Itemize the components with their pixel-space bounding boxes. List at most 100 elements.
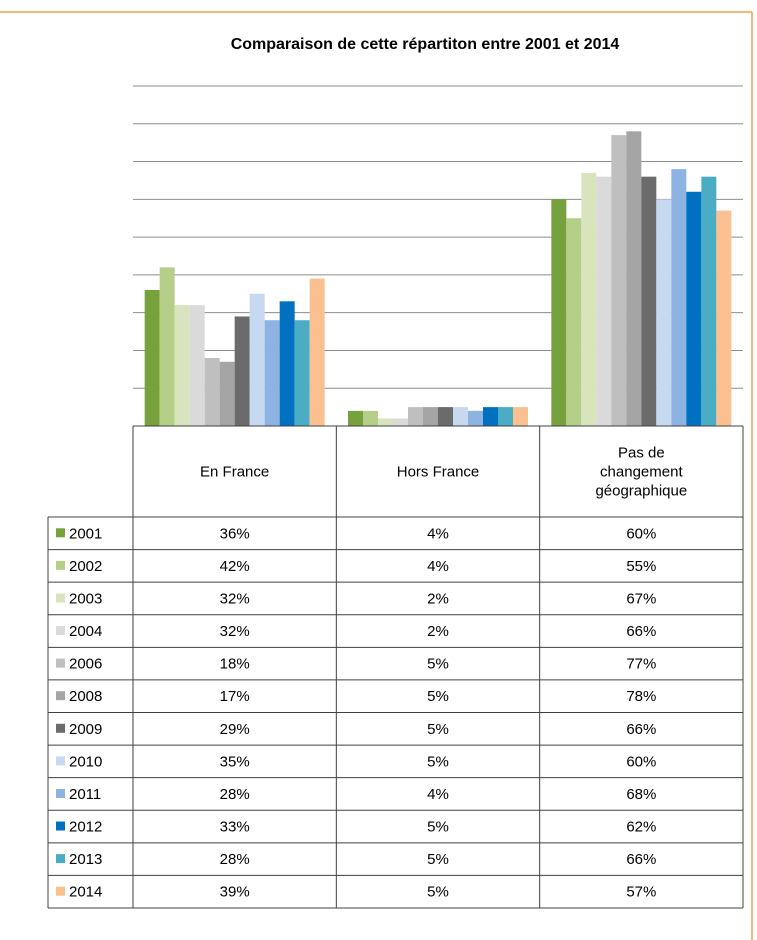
bar xyxy=(234,316,250,426)
bar xyxy=(551,199,567,426)
bar xyxy=(249,293,265,426)
value-label: 66% xyxy=(626,623,656,640)
value-label: 4% xyxy=(427,558,449,575)
bar xyxy=(611,135,627,426)
legend-swatch xyxy=(56,886,65,896)
value-label: 5% xyxy=(427,656,449,673)
value-label: 32% xyxy=(220,623,250,640)
value-label: 39% xyxy=(220,884,250,901)
legend-swatch xyxy=(56,626,65,636)
bar xyxy=(189,305,205,426)
legend-label: 2009 xyxy=(69,721,102,738)
value-label: 28% xyxy=(220,786,250,803)
category-label: En France xyxy=(200,463,270,480)
bar xyxy=(309,278,325,426)
bar xyxy=(264,320,280,426)
bar xyxy=(483,407,498,426)
legend-label: 2011 xyxy=(69,786,101,803)
value-label: 60% xyxy=(626,753,656,770)
legend-swatch xyxy=(56,756,65,766)
legend-swatch xyxy=(56,691,65,701)
legend-label: 2010 xyxy=(69,753,102,770)
legend-label: 2014 xyxy=(69,884,102,901)
value-label: 32% xyxy=(220,590,250,607)
legend-label: 2001 xyxy=(69,525,102,542)
legend-swatch xyxy=(56,593,65,603)
value-label: 33% xyxy=(220,819,250,836)
legend-label: 2006 xyxy=(69,656,102,673)
value-label: 5% xyxy=(427,753,449,770)
value-label: 67% xyxy=(626,590,656,607)
value-label: 2% xyxy=(427,590,449,607)
value-label: 66% xyxy=(626,851,656,868)
legend-swatch xyxy=(56,560,65,570)
category-label: Hors France xyxy=(396,463,480,480)
bar xyxy=(453,407,468,426)
value-label: 42% xyxy=(220,558,250,575)
bar xyxy=(686,191,702,426)
bar xyxy=(378,418,393,426)
value-label: 77% xyxy=(626,656,656,673)
value-label: 28% xyxy=(220,851,250,868)
value-label: 18% xyxy=(220,656,250,673)
bar xyxy=(671,169,687,426)
bar xyxy=(144,290,160,426)
legend-swatch xyxy=(56,723,65,733)
value-label: 66% xyxy=(626,721,656,738)
legend-swatch xyxy=(56,528,65,538)
value-label: 55% xyxy=(626,558,656,575)
bar xyxy=(159,267,175,426)
bar xyxy=(468,410,483,426)
bar xyxy=(363,410,378,426)
bar xyxy=(513,407,528,426)
value-label: 5% xyxy=(427,721,449,738)
value-label: 5% xyxy=(427,851,449,868)
bar xyxy=(408,407,423,426)
category-label: Pas de changement géographique xyxy=(595,444,688,499)
value-label: 4% xyxy=(427,786,449,803)
bar xyxy=(581,172,597,426)
legend-label: 2013 xyxy=(69,851,102,868)
legend-label: 2004 xyxy=(69,623,102,640)
bar xyxy=(438,407,453,426)
legend-label: 2003 xyxy=(69,590,102,607)
value-label: 5% xyxy=(427,819,449,836)
bar xyxy=(348,410,363,426)
bar xyxy=(656,199,672,426)
value-label: 5% xyxy=(427,884,449,901)
value-label: 4% xyxy=(427,525,449,542)
bar xyxy=(701,176,717,426)
value-label: 62% xyxy=(626,819,656,836)
value-label: 17% xyxy=(220,688,250,705)
legend-swatch xyxy=(56,658,65,668)
bar xyxy=(566,218,582,426)
legend-label: 2002 xyxy=(69,558,102,575)
legend-label: 2012 xyxy=(69,819,102,836)
bar xyxy=(423,407,438,426)
bar xyxy=(279,301,295,426)
bar xyxy=(626,131,642,427)
legend-label: 2008 xyxy=(69,688,102,705)
bar xyxy=(641,176,657,426)
bar xyxy=(174,305,190,426)
value-label: 36% xyxy=(220,525,250,542)
legend-swatch xyxy=(56,854,65,864)
value-label: 78% xyxy=(626,688,656,705)
value-label: 60% xyxy=(626,525,656,542)
bar xyxy=(219,361,235,426)
bar xyxy=(294,320,310,426)
value-label: 68% xyxy=(626,786,656,803)
value-label: 29% xyxy=(220,721,250,738)
chart-title: Comparaison de cette répartiton entre 20… xyxy=(231,36,620,53)
bar xyxy=(716,210,732,426)
value-label: 2% xyxy=(427,623,449,640)
bar xyxy=(204,358,220,426)
bar xyxy=(498,407,513,426)
bar xyxy=(596,176,612,426)
legend-swatch xyxy=(56,788,65,798)
legend-swatch xyxy=(56,821,65,831)
value-label: 5% xyxy=(427,688,449,705)
bar xyxy=(393,418,408,426)
